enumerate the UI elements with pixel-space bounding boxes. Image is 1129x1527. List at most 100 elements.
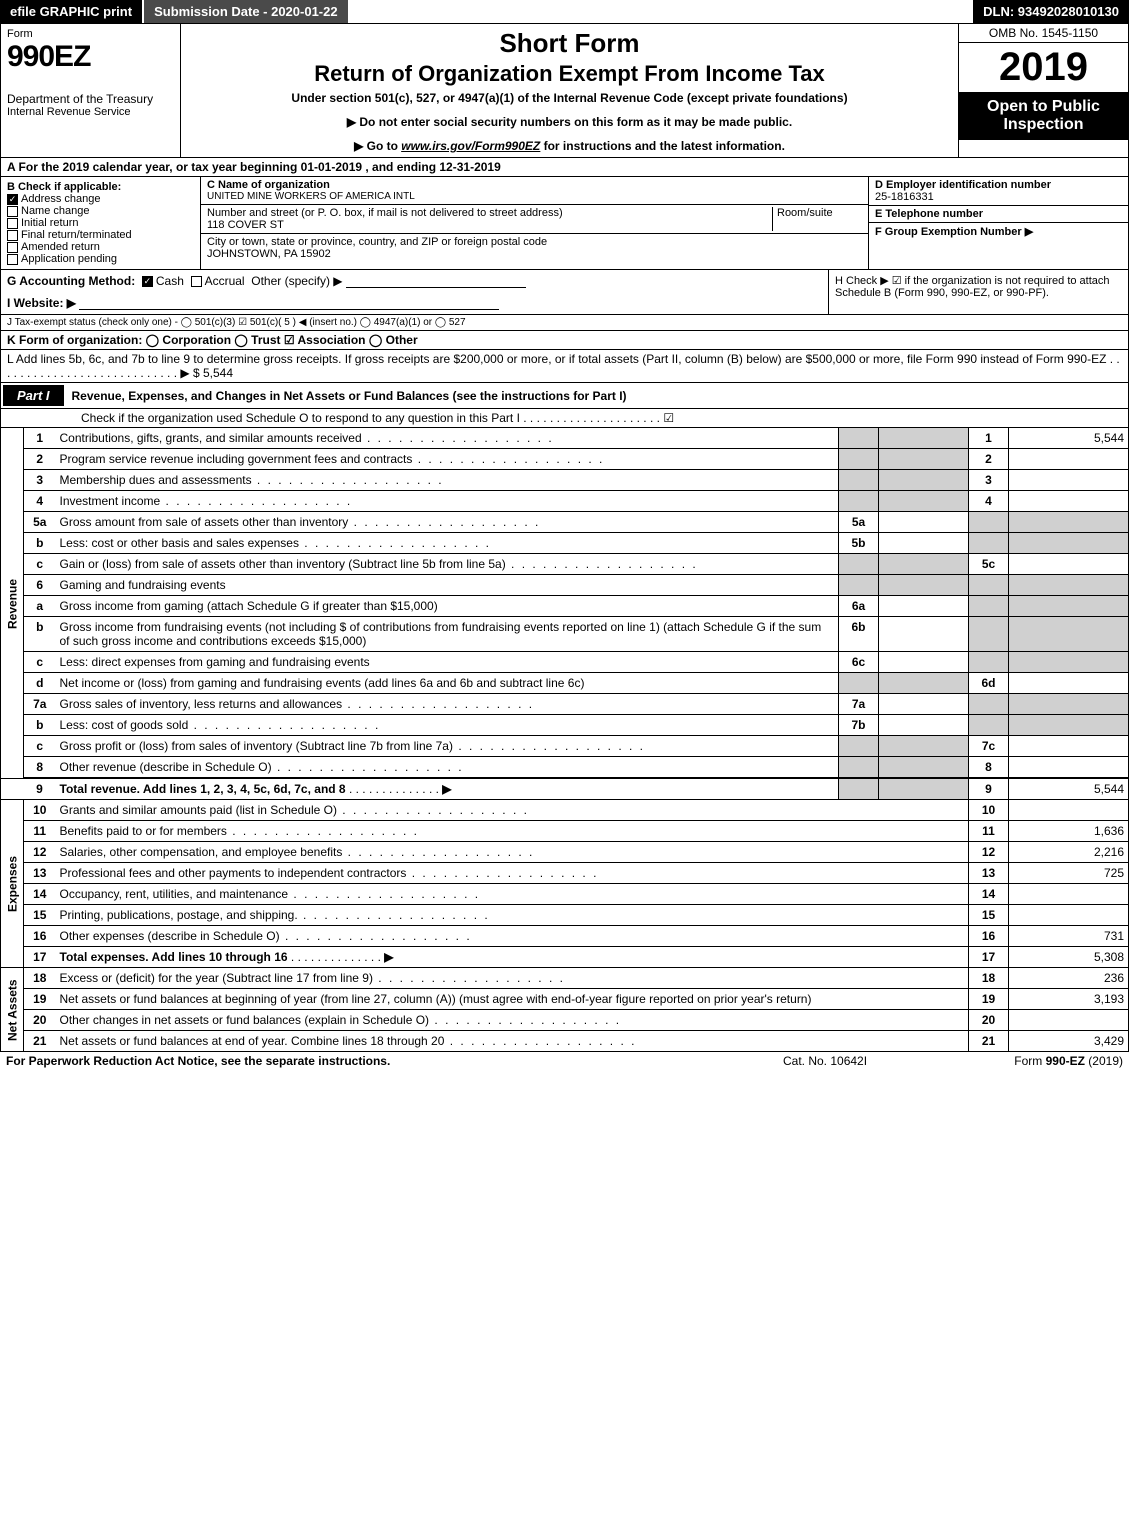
line-k: K Form of organization: ◯ Corporation ◯ … (0, 331, 1129, 350)
l16-no: 16 (24, 926, 56, 947)
dept-treasury: Department of the Treasury (7, 92, 174, 106)
l5b-sno: 5b (839, 533, 879, 554)
l6a-desc: Gross income from gaming (attach Schedul… (56, 596, 839, 617)
omb-number: OMB No. 1545-1150 (959, 24, 1128, 43)
l21-val: 3,429 (1009, 1031, 1129, 1052)
l14-rno: 14 (969, 884, 1009, 905)
l13-val: 725 (1009, 863, 1129, 884)
c-addr-label: Number and street (or P. O. box, if mail… (207, 207, 563, 219)
l5b-no: b (24, 533, 56, 554)
l17-val: 5,308 (1009, 947, 1129, 968)
title-return: Return of Organization Exempt From Incom… (187, 61, 952, 87)
l15-rno: 15 (969, 905, 1009, 926)
l4-val (1009, 491, 1129, 512)
l14-desc: Occupancy, rent, utilities, and maintena… (56, 884, 969, 905)
chk-final-return[interactable]: Final return/terminated (7, 229, 194, 241)
line-j: J Tax-exempt status (check only one) - ◯… (0, 315, 1129, 331)
l11-val: 1,636 (1009, 821, 1129, 842)
l6b-desc: Gross income from fundraising events (no… (56, 617, 839, 652)
l5c-rno: 5c (969, 554, 1009, 575)
l10-no: 10 (24, 800, 56, 821)
efile-print-button[interactable]: efile GRAPHIC print (0, 0, 144, 23)
l19-rno: 19 (969, 989, 1009, 1010)
l14-no: 14 (24, 884, 56, 905)
l18-val: 236 (1009, 968, 1129, 989)
top-bar: efile GRAPHIC print Submission Date - 20… (0, 0, 1129, 23)
l19-desc: Net assets or fund balances at beginning… (56, 989, 969, 1010)
l3-desc: Membership dues and assessments (56, 470, 839, 491)
l6c-desc: Less: direct expenses from gaming and fu… (56, 652, 839, 673)
l7c-no: c (24, 736, 56, 757)
submission-date-button[interactable]: Submission Date - 2020-01-22 (144, 0, 350, 23)
goto-post: for instructions and the latest informat… (544, 139, 785, 153)
expenses-label: Expenses (1, 800, 24, 968)
l1-no: 1 (24, 428, 56, 449)
l2-val (1009, 449, 1129, 470)
l6-desc: Gaming and fundraising events (56, 575, 839, 596)
line-g: G Accounting Method: ✓Cash Accrual Other… (1, 270, 828, 315)
title-short-form: Short Form (187, 28, 952, 59)
box-b-title: B Check if applicable: (7, 181, 194, 193)
l13-desc: Professional fees and other payments to … (56, 863, 969, 884)
box-c: C Name of organization UNITED MINE WORKE… (201, 177, 868, 269)
block-bcdef: B Check if applicable: ✓Address change N… (0, 177, 1129, 270)
l20-val (1009, 1010, 1129, 1031)
chk-amended-return[interactable]: Amended return (7, 241, 194, 253)
form-header: Form 990EZ Department of the Treasury In… (0, 23, 1129, 158)
l16-val: 731 (1009, 926, 1129, 947)
l7c-val (1009, 736, 1129, 757)
footer-formref: Form 990-EZ (2019) (943, 1054, 1123, 1068)
l6b-sno: 6b (839, 617, 879, 652)
l3-no: 3 (24, 470, 56, 491)
chk-address-change[interactable]: ✓Address change (7, 193, 194, 205)
l6c-no: c (24, 652, 56, 673)
l18-no: 18 (24, 968, 56, 989)
l9-desc: Total revenue. Add lines 1, 2, 3, 4, 5c,… (60, 782, 346, 796)
chk-name-change[interactable]: Name change (7, 205, 194, 217)
l1-rno: 1 (969, 428, 1009, 449)
goto-pre: ▶ Go to (354, 139, 401, 153)
l13-rno: 13 (969, 863, 1009, 884)
l10-rno: 10 (969, 800, 1009, 821)
irs-link[interactable]: www.irs.gov/Form990EZ (401, 139, 540, 153)
form-word: Form (7, 28, 174, 40)
org-name: UNITED MINE WORKERS OF AMERICA INTL (207, 191, 862, 202)
l8-val (1009, 757, 1129, 779)
d-ein-label: D Employer identification number (875, 179, 1122, 191)
l6c-sno: 6c (839, 652, 879, 673)
l20-no: 20 (24, 1010, 56, 1031)
part1-label: Part I (3, 385, 64, 406)
chk-initial-return[interactable]: Initial return (7, 217, 194, 229)
room-suite-label: Room/suite (772, 207, 862, 231)
netassets-label: Net Assets (1, 968, 24, 1052)
l2-desc: Program service revenue including govern… (56, 449, 839, 470)
chk-application-pending[interactable]: Application pending (7, 253, 194, 265)
tax-year: 2019 (959, 43, 1128, 92)
l6a-sno: 6a (839, 596, 879, 617)
l5c-desc: Gain or (loss) from sale of assets other… (56, 554, 839, 575)
l12-rno: 12 (969, 842, 1009, 863)
note-ssn: ▶ Do not enter social security numbers o… (187, 115, 952, 129)
l12-desc: Salaries, other compensation, and employ… (56, 842, 969, 863)
l19-val: 3,193 (1009, 989, 1129, 1010)
l17-no: 17 (24, 947, 56, 968)
l10-val (1009, 800, 1129, 821)
note-goto: ▶ Go to www.irs.gov/Form990EZ for instru… (187, 139, 952, 153)
l19-no: 19 (24, 989, 56, 1010)
l20-rno: 20 (969, 1010, 1009, 1031)
c-name-label: C Name of organization (207, 179, 862, 191)
l15-no: 15 (24, 905, 56, 926)
l4-rno: 4 (969, 491, 1009, 512)
lines-table: Revenue 1 Contributions, gifts, grants, … (0, 428, 1129, 1052)
l3-val (1009, 470, 1129, 491)
form-number: 990EZ (7, 40, 174, 74)
open-to-public: Open to Public Inspection (959, 92, 1128, 140)
l2-no: 2 (24, 449, 56, 470)
l1-desc: Contributions, gifts, grants, and simila… (56, 428, 839, 449)
l16-desc: Other expenses (describe in Schedule O) (56, 926, 969, 947)
l5b-desc: Less: cost or other basis and sales expe… (56, 533, 839, 554)
part1-bar: Part I Revenue, Expenses, and Changes in… (0, 383, 1129, 409)
l6d-no: d (24, 673, 56, 694)
l8-desc: Other revenue (describe in Schedule O) (56, 757, 839, 779)
part1-check[interactable]: ☑ (663, 411, 674, 425)
